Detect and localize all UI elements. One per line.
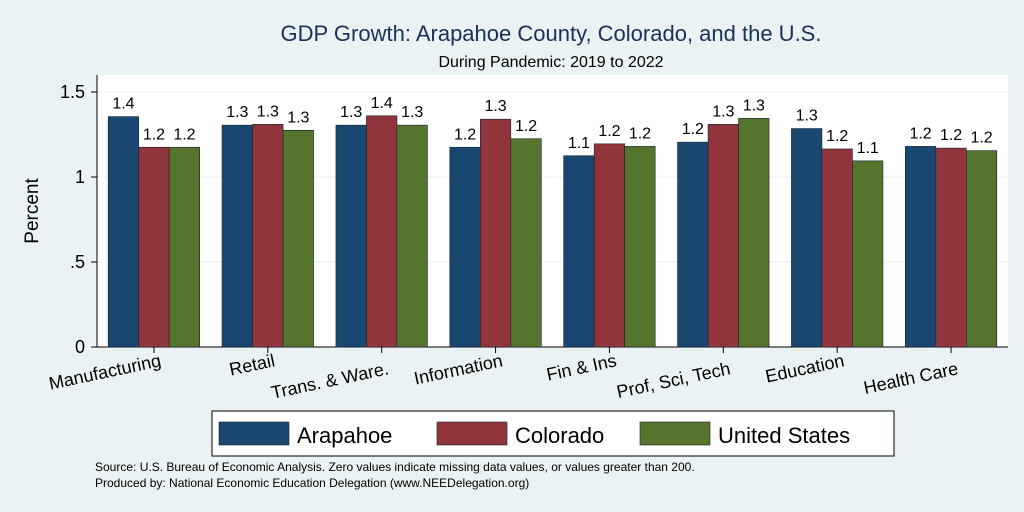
data-label: 1.1 (568, 135, 590, 152)
bar-colorado (935, 147, 967, 348)
data-label: 1.3 (340, 104, 362, 121)
data-label: 1.3 (796, 108, 818, 125)
data-label: 1.2 (173, 126, 195, 143)
data-label: 1.2 (454, 126, 476, 143)
bar-united-states (168, 146, 200, 348)
bar-arapahoe (563, 155, 595, 348)
legend-label: Arapahoe (297, 423, 392, 448)
bar-united-states (624, 146, 656, 348)
data-labels: 1.4 1.2 1.2 1.3 1.3 1.3 1.3 1.4 1.3 1.2 1.3 1.2 1.1 1… (112, 95, 992, 157)
bars (107, 115, 998, 348)
legend-label: Colorado (515, 423, 604, 448)
data-label: 1.3 (401, 104, 423, 121)
data-label: 1.2 (629, 125, 651, 142)
chart-subtitle: During Pandemic: 2019 to 2022 (438, 54, 663, 71)
data-label: 1.2 (143, 126, 165, 143)
y-tick-label: 0 (75, 337, 85, 357)
category-label: Information (412, 350, 504, 388)
data-label: 1.4 (112, 96, 134, 113)
y-tick-label: .5 (70, 252, 85, 272)
produced-by-note: Produced by: National Economic Education… (95, 476, 529, 490)
bar-colorado (821, 148, 853, 348)
bar-united-states (510, 138, 542, 348)
bar-arapahoe (107, 116, 139, 348)
y-tick-label: 1 (75, 167, 85, 187)
bar-arapahoe (449, 146, 481, 348)
bar-arapahoe (791, 128, 823, 348)
bar-united-states (852, 160, 884, 348)
legend-swatch (639, 421, 711, 446)
data-label: 1.4 (371, 95, 393, 112)
bar-colorado (593, 143, 625, 348)
data-label: 1.3 (712, 103, 734, 120)
category-label: Education (764, 350, 846, 386)
data-label: 1.3 (257, 103, 279, 120)
data-label: 1.3 (743, 97, 765, 114)
bar-united-states (738, 118, 770, 348)
chart-title: GDP Growth: Arapahoe County, Colorado, a… (281, 21, 822, 46)
legend-box (211, 410, 895, 457)
bar-colorado (480, 118, 512, 348)
data-label: 1.2 (515, 118, 537, 135)
source-note: Source: U.S. Bureau of Economic Analysis… (95, 460, 695, 474)
data-label: 1.2 (682, 121, 704, 138)
bar-colorado (366, 115, 398, 348)
legend: Arapahoe Colorado United States (211, 410, 895, 457)
data-label: 1.3 (484, 98, 506, 115)
data-label: 1.2 (909, 125, 931, 142)
y-ticks: 0 .5 1 1.5 (60, 82, 97, 357)
bar-colorado (138, 146, 170, 348)
bar-united-states (966, 150, 998, 348)
bar-arapahoe (335, 124, 367, 348)
category-label: Health Care (862, 358, 960, 398)
legend-label: United States (718, 423, 850, 448)
bar-united-states (282, 129, 314, 348)
bar-colorado (707, 124, 739, 348)
y-tick-label: 1.5 (60, 82, 85, 102)
bar-arapahoe (221, 124, 253, 348)
category-label: Fin & Ins (545, 350, 619, 384)
data-label: 1.3 (287, 109, 309, 126)
data-label: 1.3 (226, 104, 248, 121)
legend-swatch (436, 421, 508, 446)
data-label: 1.1 (857, 140, 879, 157)
data-label: 1.2 (940, 127, 962, 144)
bar-colorado (252, 124, 284, 348)
bar-arapahoe (677, 141, 709, 348)
category-label: Prof, Sci, Tech (615, 358, 732, 402)
data-label: 1.2 (826, 128, 848, 145)
legend-swatch (218, 421, 290, 446)
category-label: Manufacturing (47, 350, 163, 393)
data-label: 1.2 (970, 130, 992, 147)
bar-united-states (396, 124, 428, 348)
category-label: Trans. & Ware. (269, 358, 390, 402)
y-axis-label: Percent (22, 178, 43, 244)
bar-arapahoe (905, 146, 937, 348)
category-label: Retail (227, 350, 276, 379)
data-label: 1.2 (598, 123, 620, 140)
